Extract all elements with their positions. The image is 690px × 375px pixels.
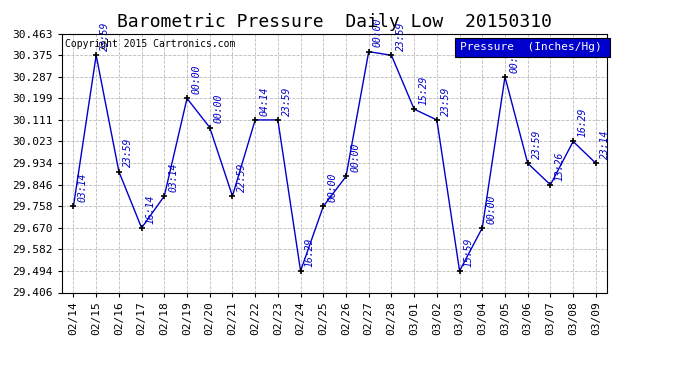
Text: 23:59: 23:59: [282, 86, 292, 116]
Text: 23:59: 23:59: [123, 138, 133, 167]
Bar: [455, 38, 610, 57]
Text: 00:00: 00:00: [486, 194, 496, 224]
Title: Barometric Pressure  Daily Low  20150310: Barometric Pressure Daily Low 20150310: [117, 13, 552, 31]
Text: 03:14: 03:14: [168, 162, 179, 192]
Text: 00:00: 00:00: [509, 43, 519, 73]
Text: 23:59: 23:59: [100, 22, 110, 51]
Text: 15:29: 15:29: [418, 76, 428, 105]
Text: 23:59: 23:59: [441, 86, 451, 116]
Text: 00:00: 00:00: [350, 143, 360, 172]
Text: 15:59: 15:59: [464, 237, 474, 267]
Text: 16:29: 16:29: [578, 108, 587, 137]
Text: Pressure  (Inches/Hg): Pressure (Inches/Hg): [460, 42, 602, 52]
Text: 16:29: 16:29: [305, 237, 315, 267]
Text: 03:14: 03:14: [77, 173, 88, 202]
Text: 04:14: 04:14: [259, 86, 269, 116]
Text: 16:14: 16:14: [146, 194, 156, 224]
Text: 23:59: 23:59: [395, 22, 406, 51]
Text: Copyright 2015 Cartronics.com: Copyright 2015 Cartronics.com: [65, 39, 235, 49]
Text: 00:00: 00:00: [191, 65, 201, 94]
Text: 00:00: 00:00: [214, 94, 224, 123]
Text: 22:59: 22:59: [237, 162, 246, 192]
Text: 23:59: 23:59: [532, 130, 542, 159]
Text: 00:00: 00:00: [373, 18, 383, 48]
Text: 13:26: 13:26: [555, 151, 564, 181]
Text: 00:00: 00:00: [328, 173, 337, 202]
Text: 23:14: 23:14: [600, 130, 610, 159]
